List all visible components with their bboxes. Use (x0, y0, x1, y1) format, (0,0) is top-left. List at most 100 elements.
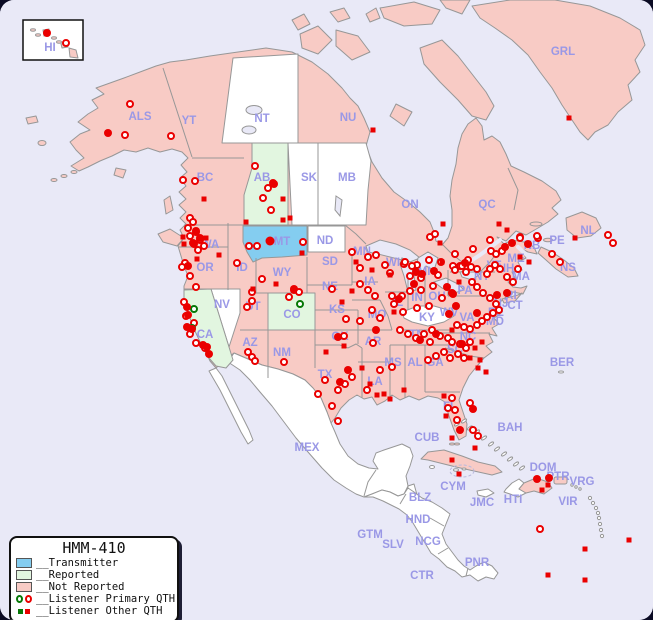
listener-other-dot (517, 254, 523, 260)
listener-other-dot (582, 577, 588, 583)
listener-primary-dot (253, 242, 261, 250)
listener-primary-dot (416, 336, 424, 344)
listener-other-dot (353, 259, 359, 265)
listener-primary-dot (429, 282, 437, 290)
listener-primary-dot (404, 330, 412, 338)
region-label-blz: BLZ (409, 492, 431, 504)
listener-primary-dot (460, 354, 468, 362)
listener-primary-dot (458, 340, 466, 348)
listener-primary-dot (478, 317, 486, 325)
listener-primary-dot (609, 239, 617, 247)
listener-primary-dot (183, 303, 191, 311)
listener-other-dot (439, 259, 445, 265)
listener-other-dot (339, 299, 345, 305)
listener-primary-dot (192, 283, 200, 291)
region-mexico (227, 352, 414, 498)
region-label-tx: TX (318, 369, 333, 381)
listener-primary-dot (524, 240, 532, 248)
region-lesser-antilles (587, 495, 605, 539)
listener-primary-dot (473, 283, 481, 291)
listener-primary-dot (321, 376, 329, 384)
region-baffin (419, 39, 495, 121)
region-label-al: AL (407, 357, 422, 369)
listener-primary-dot (509, 278, 517, 286)
listener-other-dot (180, 234, 186, 240)
listener-primary-dot (186, 272, 194, 280)
region-label-mb: MB (338, 172, 356, 184)
green-ring-icon (16, 595, 23, 603)
listener-other-icons (16, 608, 32, 614)
listener-other-dot (626, 537, 632, 543)
listener-primary-dot (503, 273, 511, 281)
listener-primary-dot (251, 357, 259, 365)
listener-other-dot (475, 365, 481, 371)
listener-other-dot (477, 357, 483, 363)
region-label-nl: NL (580, 225, 595, 237)
listener-primary-dot (492, 300, 500, 308)
listener-other-dot (299, 250, 305, 256)
cayman-outline (449, 464, 475, 478)
legend-panel: HMM-410 __Transmitter __Reported __Not R… (9, 536, 179, 620)
region-label-grl: GRL (551, 46, 575, 58)
region-label-gtm: GTM (357, 529, 383, 541)
region-label-cub: CUB (415, 432, 440, 444)
region-label-ct: CT (507, 300, 522, 312)
region-label-nm: NM (273, 347, 291, 359)
region-nd (307, 225, 346, 253)
listener-primary-dot (396, 326, 404, 334)
listener-primary-dot (468, 278, 476, 286)
listener-primary-dot (314, 390, 322, 398)
listener-primary-dot (548, 250, 556, 258)
listener-primary-dot (194, 246, 202, 254)
region-label-ma: MA (512, 271, 530, 283)
region-label-co: CO (283, 309, 300, 321)
listener-primary-dot (395, 295, 403, 303)
listener-primary-dot (336, 378, 344, 386)
listener-primary-dot (369, 339, 377, 347)
listener-primary-dot (264, 184, 272, 192)
reported-swatch (16, 570, 32, 580)
region-nt (221, 53, 299, 144)
listener-primary-dot (188, 325, 196, 333)
region-label-ns: NS (560, 262, 576, 274)
listener-other-dot (572, 235, 578, 241)
listener-primary-dot (462, 268, 470, 276)
region-baja (208, 367, 254, 445)
region-label-or: OR (196, 262, 214, 274)
listener-other-dot (456, 279, 462, 285)
listener-other-dot (539, 487, 545, 493)
region-mt-transmitter (242, 225, 308, 263)
listener-primary-dot (445, 310, 453, 318)
listener-primary-dot (376, 366, 384, 374)
listener-primary-dot (348, 248, 356, 256)
listener-primary-dot (356, 317, 364, 325)
listener-other-dot (370, 127, 376, 133)
listener-other-dot (387, 396, 393, 402)
listener-primary-icons (16, 595, 32, 603)
listener-other-dot (456, 471, 462, 477)
region-puerto-rico (553, 476, 568, 485)
region-label-ri: RI (505, 290, 517, 302)
listener-primary-dot (432, 330, 440, 338)
listener-other-dot (250, 286, 256, 292)
listener-primary-dot (448, 338, 456, 346)
listener-primary-dot (356, 264, 364, 272)
listener-primary-dot (536, 525, 544, 533)
listener-primary-dot (259, 194, 267, 202)
legend-item-listener-primary: __Listener Primary QTH (16, 593, 175, 605)
listener-primary-dot (342, 315, 350, 323)
listener-primary-dot (451, 266, 459, 274)
listener-primary-dot (448, 394, 456, 402)
region-label-mt: MT (274, 236, 291, 248)
listener-other-dot (449, 435, 455, 441)
region-newfoundland (565, 211, 602, 239)
listener-primary-dot (420, 330, 428, 338)
listener-primary-dot (545, 474, 553, 482)
listener-primary-dot (233, 259, 241, 267)
listener-primary-dot (245, 242, 253, 250)
listener-primary-dot (492, 250, 500, 258)
region-label-bc: BC (197, 172, 214, 184)
listener-primary-dot (406, 287, 414, 295)
listener-primary-dot (186, 232, 194, 240)
